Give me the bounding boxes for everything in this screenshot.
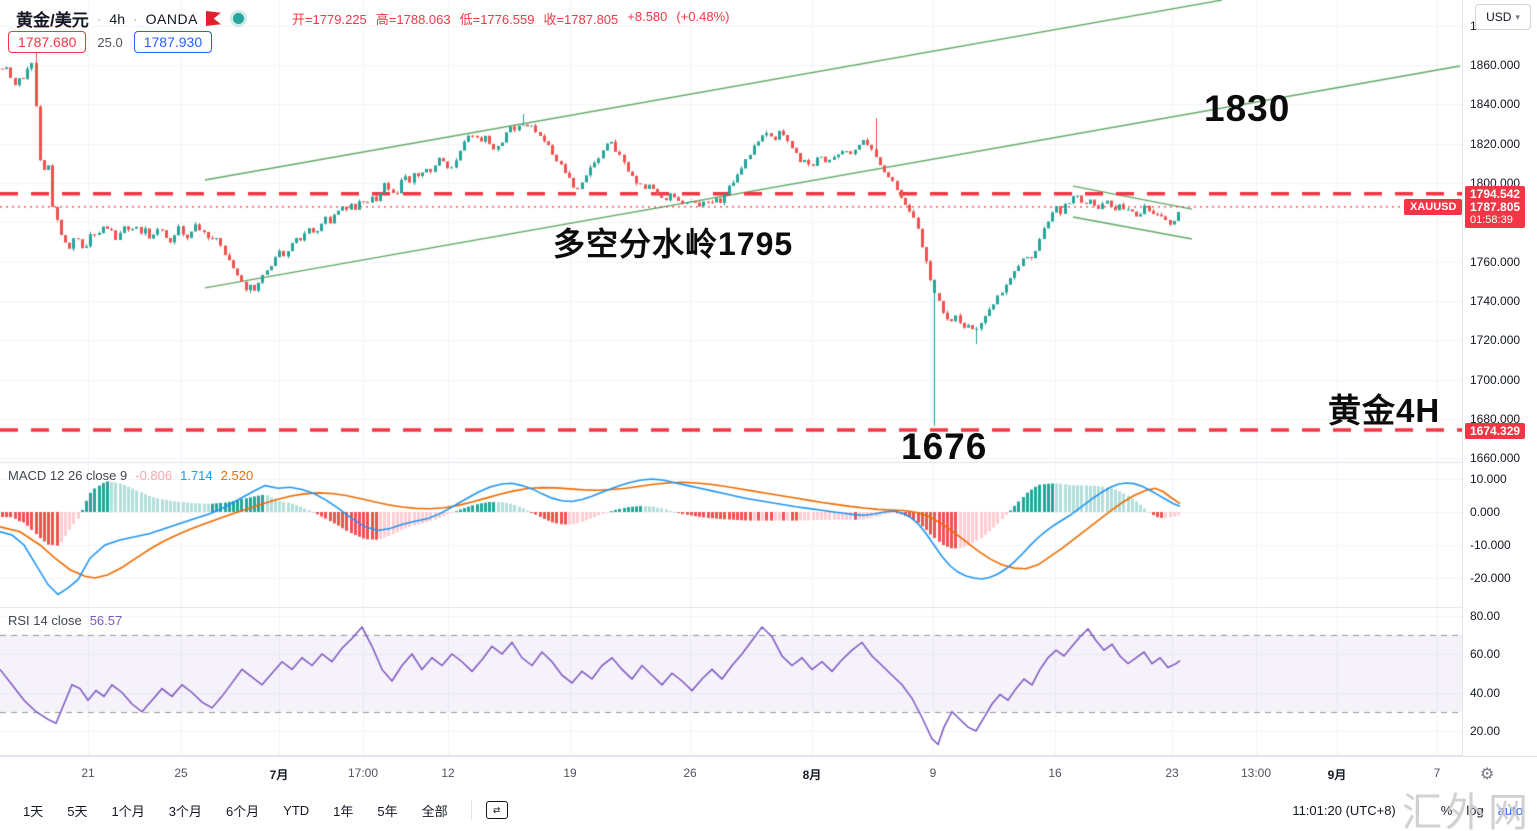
exchange-name: OANDA <box>145 10 198 27</box>
price-tick-label: 1860.000 <box>1470 58 1521 72</box>
change-percent: (+0.48%) <box>676 9 730 24</box>
time-tick-label: 21 <box>81 766 95 780</box>
quote-row: 1787.680 25.0 1787.930 <box>8 31 213 53</box>
symbol-price-tag: XAUUSD <box>1404 199 1463 215</box>
macd-tick-label: -20.000 <box>1470 571 1511 585</box>
high-value: 1788.063 <box>396 12 451 27</box>
support-price-label: 1674.329 <box>1465 423 1526 439</box>
macd-line-value: 1.714 <box>180 468 213 483</box>
range-button-6个月[interactable]: 6个月 <box>217 796 268 825</box>
range-buttons: ⇄ 1天 5天 1个月 3个月 6个月 YTD 1年 5年 全部 <box>14 789 508 831</box>
price-tick-label: 1760.000 <box>1470 254 1521 269</box>
macd-tick-label: 0.000 <box>1470 505 1501 519</box>
log-scale-button[interactable]: log <box>1466 802 1484 818</box>
chevron-down-icon: ▾ <box>1515 11 1520 22</box>
annotation-1830: 1830 <box>1204 88 1291 129</box>
annotation-gold-4h: 黄金4H <box>1328 392 1441 429</box>
range-button-1个月[interactable]: 1个月 <box>102 796 153 825</box>
range-button-5年[interactable]: 5年 <box>368 796 406 825</box>
open-value: 1779.225 <box>312 12 367 27</box>
currency-dropdown[interactable]: USD ▾ <box>1475 4 1531 30</box>
range-button-3个月[interactable]: 3个月 <box>160 796 211 825</box>
interval-selector[interactable]: 4h <box>109 10 125 27</box>
annotation-1676: 1676 <box>901 426 988 467</box>
time-tick-label: 23 <box>1165 766 1179 780</box>
macd-title: MACD 12 26 close 9 <box>8 468 128 483</box>
rsi-tick-label: 80.00 <box>1470 608 1501 623</box>
close-value: 1787.805 <box>564 12 619 27</box>
date-range-icon[interactable]: ⇄ <box>485 801 508 819</box>
market-open-dot-icon <box>232 13 244 24</box>
change-value: +8.580 <box>627 9 668 24</box>
auto-scale-button[interactable]: auto <box>1497 802 1523 818</box>
oanda-logo-icon <box>205 11 221 26</box>
price-tick-label: 1720.000 <box>1470 333 1521 348</box>
annotation-watershed-1795: 多空分水岭1795 <box>553 226 794 262</box>
time-tick-label: 16 <box>1048 766 1062 780</box>
clock[interactable]: 11:01:20 (UTC+8) <box>1292 802 1396 818</box>
time-tick-label: 19 <box>563 766 577 780</box>
rsi-tick-label: 40.00 <box>1470 685 1501 700</box>
price-tick-label: 1820.000 <box>1470 136 1521 151</box>
ask-price-box[interactable]: 1787.930 <box>133 31 213 53</box>
time-tick-label: 7 <box>1433 766 1441 780</box>
macd-signal-value: 2.520 <box>220 468 254 483</box>
macd-legend[interactable]: MACD 12 26 close 9 -0.806 1.714 2.520 <box>8 468 253 483</box>
separator: · <box>96 10 102 27</box>
time-tick-label: 12 <box>441 766 455 780</box>
rsi-tick-label: 20.00 <box>1470 724 1501 738</box>
time-tick-label: 17:00 <box>347 766 379 780</box>
price-tick-label: 1680.000 <box>1470 411 1521 426</box>
price-axis[interactable]: 1794.542 1787.805 01:58:39 1674.329 1880… <box>1462 0 1537 756</box>
bottom-toolbar: ⇄ 1天 5天 1个月 3个月 6个月 YTD 1年 5年 全部 11:01:20 (UTC+8… <box>0 789 1537 831</box>
rsi-value: 56.57 <box>89 613 123 628</box>
macd-tick-label: 10.000 <box>1470 472 1507 486</box>
divider <box>1417 800 1419 820</box>
rsi-legend[interactable]: RSI 14 close 56.57 <box>8 613 122 628</box>
toolbar-right: 11:01:20 (UTC+8) % log auto <box>1292 789 1523 831</box>
spread-value: 25.0 <box>97 34 123 50</box>
price-tick-label: 1840.000 <box>1470 97 1521 112</box>
resistance-price-label: 1794.542 <box>1465 186 1526 202</box>
chart-canvas[interactable] <box>0 0 1462 756</box>
rsi-tick-label: 60.00 <box>1470 647 1501 661</box>
time-tick-label: 13:00 <box>1240 766 1272 780</box>
percent-scale-button[interactable]: % <box>1440 802 1453 818</box>
time-axis[interactable]: ⚙ 21 25 7月 17:00 12 19 26 8月 9 16 23 13:00 9月 7 <box>0 756 1537 791</box>
bar-countdown: 01:58:39 <box>1470 214 1513 226</box>
time-tick-label: 7月 <box>269 768 289 782</box>
low-value: 1776.559 <box>480 12 535 27</box>
range-button-1天[interactable]: 1天 <box>14 796 52 825</box>
range-button-1年[interactable]: 1年 <box>324 796 362 825</box>
range-button-5天[interactable]: 5天 <box>58 796 96 825</box>
time-tick-label: 8月 <box>802 768 822 782</box>
ohlc-readout: 开=1779.225 高=1788.063 低=1776.559 收=1787.… <box>291 9 730 27</box>
time-tick-label: 9 <box>929 766 937 780</box>
chart-header: 黄金/美元 · 4h · OANDA 开=1779.225 高=1788.063… <box>16 6 730 31</box>
range-button-全部[interactable]: 全部 <box>413 796 457 825</box>
range-button-YTD[interactable]: YTD <box>274 798 318 823</box>
divider <box>470 800 472 820</box>
site-watermark: 汇外网 <box>1402 791 1531 831</box>
bid-price-box[interactable]: 1787.680 <box>8 31 87 53</box>
gear-icon[interactable]: ⚙ <box>1480 766 1495 783</box>
separator: · <box>132 10 138 27</box>
time-tick-label: 25 <box>174 766 188 780</box>
time-tick-label: 9月 <box>1327 768 1347 782</box>
macd-tick-label: -10.000 <box>1470 538 1511 552</box>
rsi-title: RSI 14 close <box>8 613 82 628</box>
symbol-title[interactable]: 黄金/美元 <box>16 11 89 30</box>
macd-hist-value: -0.806 <box>135 468 173 483</box>
price-tick-label: 1660.000 <box>1470 451 1521 466</box>
price-tick-label: 1700.000 <box>1470 372 1521 387</box>
time-tick-label: 26 <box>683 766 697 780</box>
last-price-label: 1787.805 01:58:39 <box>1465 200 1526 228</box>
price-tick-label: 1740.000 <box>1470 293 1521 308</box>
